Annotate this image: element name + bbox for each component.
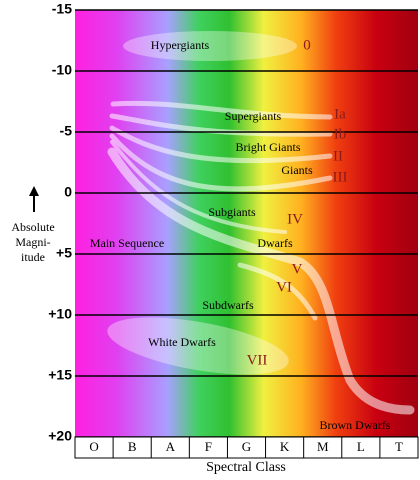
x-tick-label: T [395,439,403,454]
region-label: Dwarfs [257,236,293,250]
region-label: Brown Dwarfs [320,418,391,432]
y-tick-label: +20 [48,428,72,444]
giant-band-2 [109,133,333,192]
luminosity-bands [107,31,415,415]
y-tick-label: +15 [48,367,72,383]
y-tick-label: -10 [52,62,72,78]
x-axis-title: Spectral Class [206,460,286,475]
y-label-line: Magni- [15,235,50,249]
region-label: Supergiants [225,109,282,123]
subdwarf-band [237,262,318,321]
y-axis-title: Absolute Magni- itude [11,186,55,264]
region-label: Subgiants [208,205,256,219]
y-tick-label: +10 [48,306,72,322]
x-tick-label: A [166,439,176,454]
x-axis-box [74,436,419,459]
region-label: Subdwarfs [202,298,254,312]
supergiant-band [110,100,333,120]
region-label: Giants [281,163,313,177]
x-tick-label: G [242,439,251,454]
x-tick-label: L [357,439,365,454]
y-tick-label: 0 [64,184,72,200]
hypergiant-region [123,31,297,61]
x-tick-label: M [317,439,329,454]
y-label-line: Absolute [11,220,54,234]
region-label: Main Sequence [90,236,164,250]
y-arrowhead [29,186,39,196]
bright-giant-band [109,113,333,137]
white-dwarf-region [107,317,289,375]
subgiant-band [110,140,287,234]
luminosity-class: VI [276,279,292,295]
y-tick-label: +5 [56,245,72,261]
y-tick-label: -15 [52,1,72,17]
luminosity-class: IV [287,211,303,227]
luminosity-class: V [292,261,303,277]
x-tick-label: B [128,439,137,454]
y-label-line: itude [21,250,45,264]
luminosity-class: Ia [334,106,346,122]
luminosity-class: VII [247,352,268,368]
luminosity-class: 0 [303,37,311,53]
x-tick-label: O [89,439,98,454]
luminosity-class: Ib [334,126,347,142]
spectrum-background [75,10,418,437]
grid: -15 -10 -5 0 +5 +10 +15 +20 [48,1,418,444]
region-label: Hypergiants [151,38,210,52]
main-sequence-band [107,147,415,415]
luminosity-class: II [333,148,343,164]
region-label: White Dwarfs [148,335,216,349]
region-label: Bright Giants [236,140,301,154]
giant-band [109,125,333,164]
x-tick-label: F [205,439,212,454]
y-tick-label: -5 [60,123,73,139]
annotations: Hypergiants 0 Supergiants Ia Bright Giants Ib… [90,37,391,431]
x-tick-label: K [280,439,290,454]
luminosity-class: III [333,169,348,185]
